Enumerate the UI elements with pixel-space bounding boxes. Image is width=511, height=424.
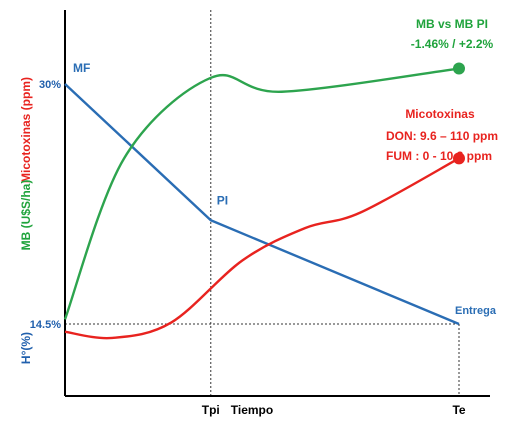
series-line-mb (63, 67, 460, 320)
point-label-pi: PI (217, 193, 228, 207)
series-line-humidity (64, 83, 460, 326)
point-label-entrega: Entrega (455, 305, 497, 317)
annotation-mb-value: -1.46% / +2.2% (411, 37, 494, 51)
axes (64, 10, 490, 397)
x-tick-label-tpi: Tpi (202, 403, 220, 417)
series-lines (63, 62, 465, 340)
x-tick-label-te: Te (452, 403, 465, 417)
x-axis-title: Tiempo (231, 403, 273, 417)
annotation-myco-don: DON: 9.6 – 110 ppm (386, 129, 498, 143)
point-label-mf: MF (73, 61, 90, 75)
y-tick-label-top: 30% (39, 79, 61, 91)
annotation-myco-fum: FUM : 0 - 10.2 ppm (386, 149, 492, 163)
chart-text: MF PI Entrega 30% 14.5% Tpi Te Tiempo Micotoxina… (19, 17, 498, 417)
y-axis-title-2: MB (U$S/ha) (19, 180, 33, 251)
y-tick-label-bottom: 14.5% (30, 319, 61, 331)
series-end-marker-mycotoxins (453, 152, 465, 165)
annotation-myco-title: Micotoxinas (405, 107, 475, 121)
y-axis-title-1: Micotoxinas (ppm) (19, 77, 33, 183)
reference-lines (65, 10, 460, 396)
series-end-marker-mb (453, 62, 465, 75)
y-axis-title-3: H°(%) (19, 332, 33, 364)
series-line-mycotoxins (64, 157, 460, 340)
annotation-mb-title: MB vs MB PI (416, 17, 488, 31)
